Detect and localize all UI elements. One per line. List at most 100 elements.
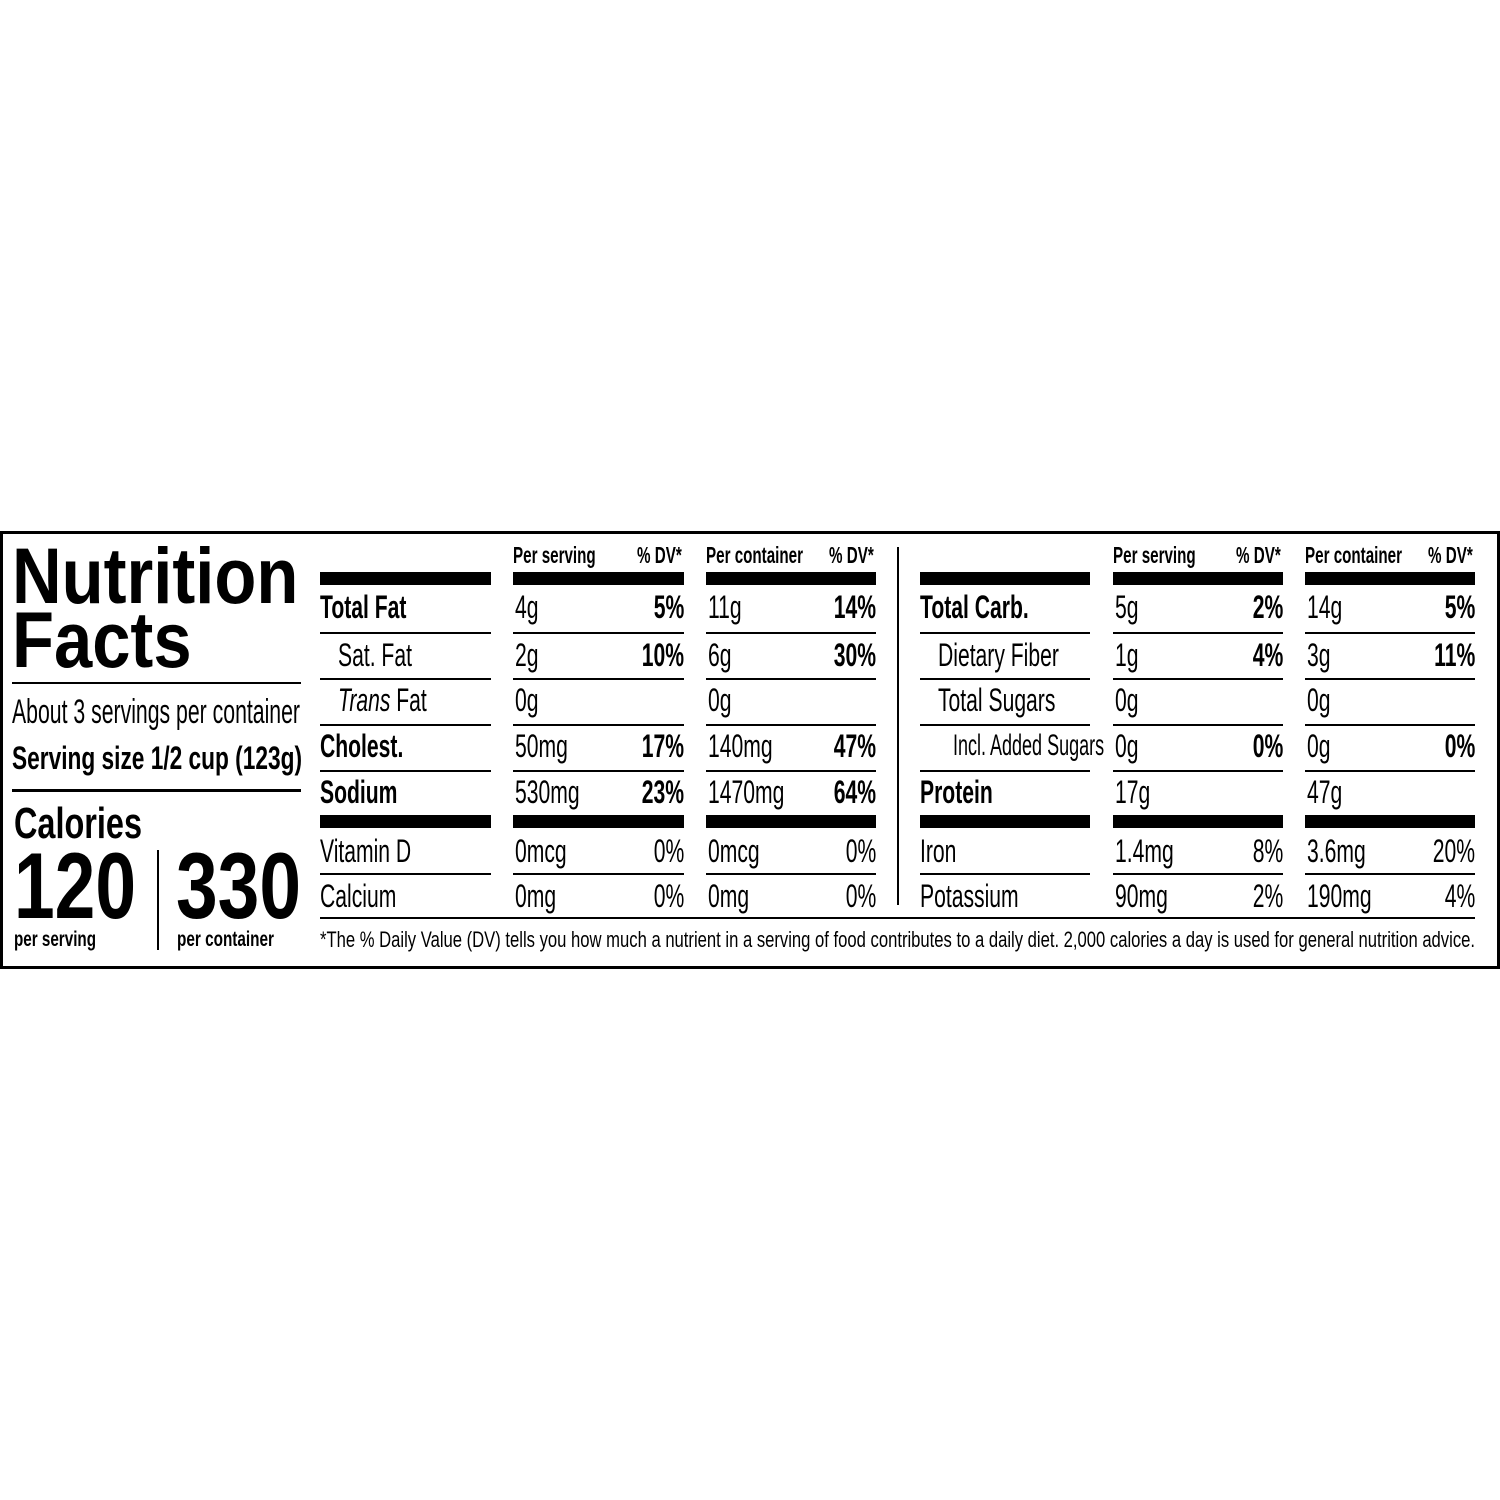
row-divider: [320, 632, 491, 634]
nutrient-label: Trans Fat: [338, 681, 427, 718]
thick-bar: [920, 572, 1090, 585]
nutrient-label: Potassium: [920, 877, 1019, 914]
per-serving-amount: 0mg: [515, 877, 557, 914]
per-container-dv: 0%: [845, 832, 876, 869]
row-divider: [513, 678, 684, 680]
per-serving-dv: 17%: [641, 727, 684, 764]
row-divider: [706, 770, 876, 772]
per-container-amount: 0mcg: [708, 832, 760, 869]
header-per-container: Per container: [1305, 542, 1403, 569]
per-serving-amount: 4g: [515, 588, 539, 625]
per-serving-dv: 2%: [1252, 877, 1283, 914]
row-divider: [706, 678, 876, 680]
per-serving-dv: 2%: [1252, 588, 1283, 625]
per-container-dv: 11%: [1433, 636, 1475, 673]
table-divider: [897, 547, 899, 905]
row-divider: [513, 770, 684, 772]
per-container-dv: 47%: [833, 727, 876, 764]
per-serving-amount: 17g: [1115, 773, 1151, 810]
row-divider: [513, 632, 684, 634]
per-container-dv: 5%: [1444, 588, 1475, 625]
row-divider: [1113, 632, 1283, 634]
calories-divider: [157, 850, 159, 950]
header-per-serving: Per serving: [1113, 542, 1196, 569]
divider: [12, 682, 301, 684]
footnote: *The % Daily Value (DV) tells you how mu…: [320, 927, 1475, 952]
calories-per-serving: 120: [14, 833, 136, 938]
per-serving-amount: 5g: [1115, 588, 1139, 625]
row-divider: [706, 632, 876, 634]
per-container-amount: 190mg: [1307, 877, 1372, 914]
nutrient-label: Protein: [920, 773, 993, 810]
per-container-amount: 1470mg: [708, 773, 785, 810]
thick-bar: [513, 815, 684, 828]
nutrient-label: Vitamin D: [320, 832, 412, 869]
per-container-dv: 0%: [1444, 727, 1475, 764]
row-divider: [320, 678, 491, 680]
nutrient-label: Total Fat: [320, 588, 407, 625]
per-serving-amount: 90mg: [1115, 877, 1168, 914]
row-divider: [920, 770, 1090, 772]
row-divider: [920, 632, 1090, 634]
per-serving-amount: 0g: [1115, 681, 1139, 718]
thick-bar: [920, 815, 1090, 828]
per-serving-label: per serving: [14, 928, 96, 951]
row-divider: [706, 724, 876, 726]
per-container-dv: 14%: [833, 588, 876, 625]
nutrient-label: Cholest.: [320, 727, 404, 764]
nutrient-label: Incl. Added Sugars: [953, 729, 1105, 762]
per-container-dv: 0%: [845, 877, 876, 914]
header-dv: % DV*: [1236, 542, 1281, 569]
per-serving-amount: 1.4mg: [1115, 832, 1174, 869]
per-container-amount: 0g: [1307, 727, 1331, 764]
per-serving-dv: 0%: [653, 832, 684, 869]
per-container-dv: 30%: [833, 636, 876, 673]
thick-bar: [320, 572, 491, 585]
thick-bar: [1305, 572, 1475, 585]
per-serving-dv: 10%: [641, 636, 684, 673]
per-serving-amount: 2g: [515, 636, 539, 673]
row-divider: [513, 873, 684, 875]
footnote-rule: [320, 917, 1475, 919]
per-serving-dv: 0%: [653, 877, 684, 914]
row-divider: [1113, 770, 1283, 772]
nutrient-label: Iron: [920, 832, 957, 869]
header-dv: % DV*: [1428, 542, 1473, 569]
header-dv: % DV*: [829, 542, 874, 569]
row-divider: [920, 873, 1090, 875]
per-container-amount: 0g: [708, 681, 732, 718]
nutrient-label: Sodium: [320, 773, 398, 810]
per-serving-dv: 0%: [1252, 727, 1283, 764]
per-container-amount: 47g: [1307, 773, 1343, 810]
per-serving-amount: 530mg: [515, 773, 580, 810]
serving-size: Serving size 1/2 cup (123g): [12, 740, 302, 776]
row-divider: [1305, 873, 1475, 875]
per-container-amount: 11g: [708, 588, 742, 625]
divider: [12, 789, 301, 792]
thick-bar: [706, 815, 876, 828]
calories-per-container: 330: [176, 833, 301, 938]
per-container-dv: 4%: [1444, 877, 1475, 914]
per-container-amount: 140mg: [708, 727, 773, 764]
header-per-serving: Per serving: [513, 542, 596, 569]
row-divider: [1113, 724, 1283, 726]
per-serving-amount: 1g: [1115, 636, 1139, 673]
nutrient-label: Total Sugars: [938, 681, 1056, 718]
per-serving-amount: 0g: [515, 681, 539, 718]
thick-bar: [1305, 815, 1475, 828]
row-divider: [920, 678, 1090, 680]
per-serving-dv: 23%: [641, 773, 684, 810]
row-divider: [1305, 678, 1475, 680]
per-serving-dv: 8%: [1252, 832, 1283, 869]
header-per-container: Per container: [706, 542, 804, 569]
nutrient-label: Sat. Fat: [338, 636, 412, 673]
thick-bar: [706, 572, 876, 585]
per-serving-amount: 0g: [1115, 727, 1139, 764]
per-container-amount: 14g: [1307, 588, 1343, 625]
per-serving-dv: 5%: [653, 588, 684, 625]
per-container-dv: 20%: [1432, 832, 1475, 869]
per-container-label: per container: [177, 928, 274, 951]
nutrient-label: Calcium: [320, 877, 397, 914]
row-divider: [1113, 678, 1283, 680]
calories-label: Calories: [14, 799, 142, 848]
